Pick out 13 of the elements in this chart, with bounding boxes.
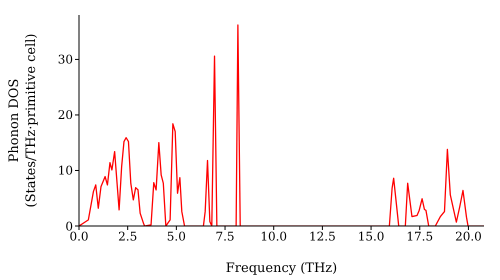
x-tick-label: 17.5 [406,230,434,244]
y-axis-title: Phonon DOS (States/THz·primitive cell) [7,33,39,208]
x-tick-label: 12.5 [309,230,336,244]
y-tick-label: 30 [58,52,73,67]
x-tick-label: 5.0 [166,230,186,244]
x-tick-label: 10.0 [260,230,288,244]
x-tick-label: 20.0 [455,230,482,244]
x-tick-label: 2.5 [118,230,138,244]
x-tick-label: 15.0 [358,230,384,244]
y-tick-label: 20 [58,108,73,122]
x-tick-label: 7.5 [215,230,235,244]
x-axis-title: Frequency (THz) [226,261,338,276]
y-tick-label: 10 [58,164,73,178]
